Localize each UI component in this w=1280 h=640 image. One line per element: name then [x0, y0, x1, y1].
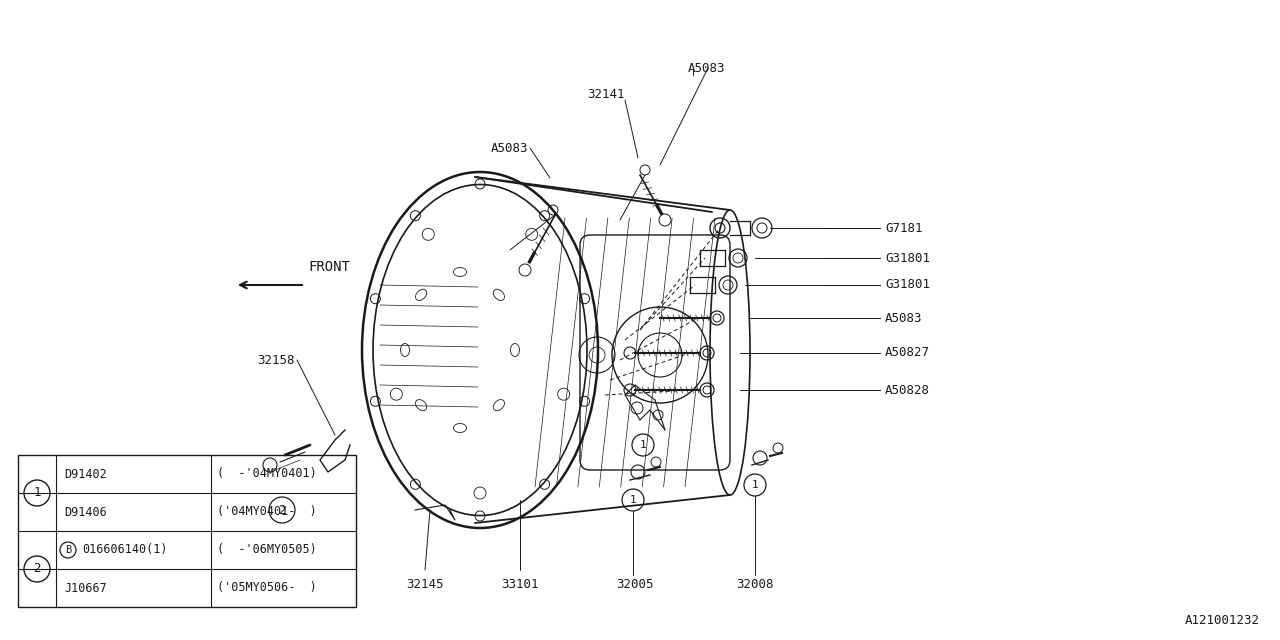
Text: 32005: 32005	[616, 579, 654, 591]
Text: D91406: D91406	[64, 506, 106, 518]
Text: A5083: A5083	[689, 61, 726, 74]
Text: G31801: G31801	[884, 278, 931, 291]
Text: 1: 1	[630, 495, 636, 505]
Text: J10667: J10667	[64, 582, 106, 595]
Text: 1: 1	[640, 440, 646, 450]
Text: B: B	[65, 545, 72, 555]
Text: ('04MY0401-  ): ('04MY0401- )	[218, 506, 316, 518]
Text: (  -'06MY0505): ( -'06MY0505)	[218, 543, 316, 557]
Text: 016606140(1): 016606140(1)	[82, 543, 168, 557]
Text: G31801: G31801	[884, 252, 931, 264]
Text: A5083: A5083	[490, 141, 529, 154]
Text: G7181: G7181	[884, 221, 923, 234]
Text: 2: 2	[278, 504, 285, 516]
Text: FRONT: FRONT	[308, 260, 349, 274]
Text: 33101: 33101	[502, 579, 539, 591]
Text: A5083: A5083	[884, 312, 923, 324]
Text: (  -'04MY0401): ( -'04MY0401)	[218, 467, 316, 481]
Text: D91402: D91402	[64, 467, 106, 481]
Text: 32145: 32145	[406, 579, 444, 591]
Text: 2: 2	[33, 563, 41, 575]
Bar	[18, 455, 356, 607]
Text: 1: 1	[33, 486, 41, 499]
Text: ('05MY0506-  ): ('05MY0506- )	[218, 582, 316, 595]
Text: 32158: 32158	[257, 353, 294, 367]
Text: 32008: 32008	[736, 579, 773, 591]
Text: A121001232: A121001232	[1185, 614, 1260, 627]
Text: 1: 1	[751, 480, 758, 490]
Text: A50827: A50827	[884, 346, 931, 360]
Text: 32141: 32141	[588, 88, 625, 102]
Text: A50828: A50828	[884, 383, 931, 397]
